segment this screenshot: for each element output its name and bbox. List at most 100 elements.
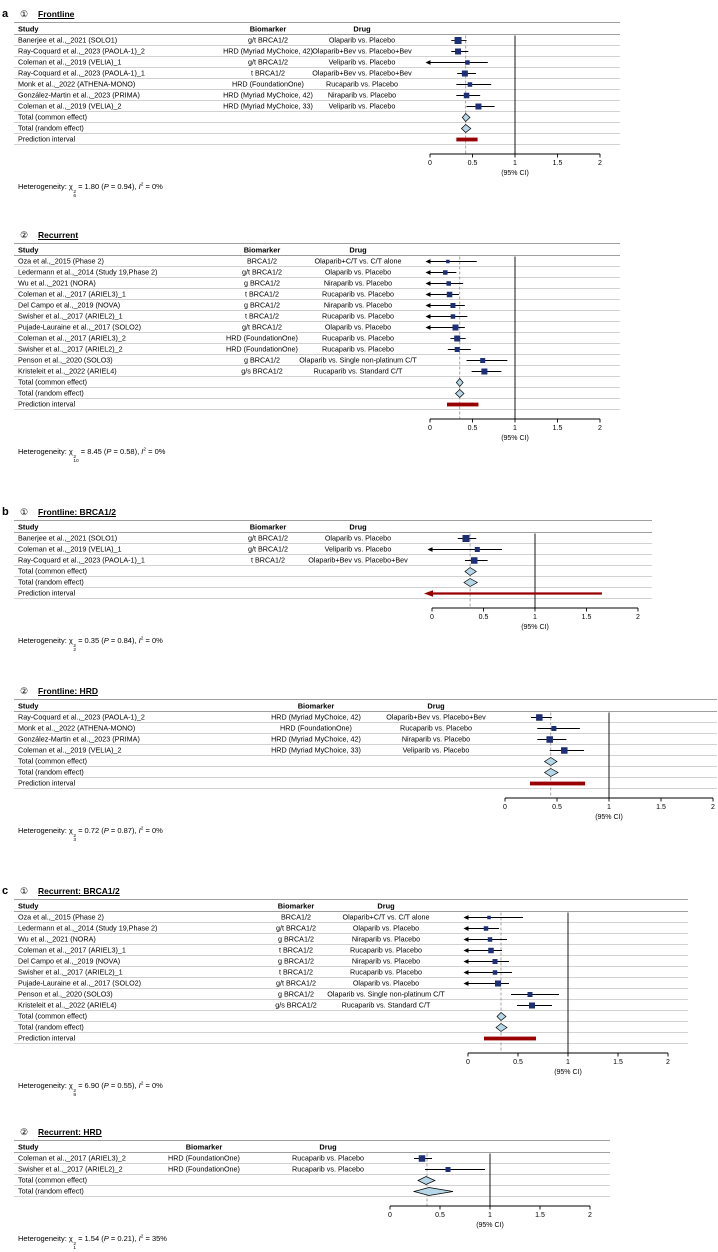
- p-value: 0.84: [117, 636, 132, 645]
- section-number-icon: ①: [20, 886, 38, 897]
- column-header-biomarker: Biomarker: [244, 245, 281, 254]
- study-row: Banerjee et al.,_2021 (SOLO1)g/t BRCA1/2…: [14, 35, 620, 46]
- drug-comparison: Olaparib+C/T vs. C/T alone: [342, 913, 429, 922]
- prediction-interval-row: Prediction interval: [14, 778, 717, 789]
- column-header-drug: Drug: [319, 1142, 336, 1151]
- panel-label: c: [2, 885, 20, 897]
- drug-comparison: Niraparib vs. Placebo: [324, 279, 392, 288]
- study-name: Ray-Coquard et al.,_2023 (PAOLA-1)_2: [18, 713, 145, 722]
- drug-comparison: Rucaparib vs. Placebo: [400, 724, 472, 733]
- biomarker-value: t BRCA1/2: [245, 290, 279, 299]
- chi-glyph: χ: [69, 826, 73, 835]
- eq-sign: =: [143, 826, 152, 835]
- prediction-interval-row: Prediction interval: [14, 588, 652, 599]
- paren-close: ),: [132, 182, 139, 191]
- biomarker-value: g BRCA1/2: [278, 957, 314, 966]
- study-name: Pujade-Lauraine et al.,_2017 (SOLO2): [18, 979, 141, 988]
- chi-value: 0.35: [85, 636, 100, 645]
- summary-label: Total (common effect): [18, 113, 87, 122]
- study-name: Swisher et al.,_2017 (ARIEL2)_2: [18, 345, 123, 354]
- biomarker-value: HRD (FoundationOne): [226, 334, 298, 343]
- summary-label: Total (common effect): [18, 757, 87, 766]
- prediction-interval-row: Prediction interval: [14, 134, 620, 145]
- section-title: Frontline: BRCA1/2: [38, 507, 116, 517]
- summary-label: Total (random effect): [18, 389, 84, 398]
- chi-df: 1: [73, 1247, 76, 1252]
- summary-label: Total (random effect): [18, 1187, 84, 1196]
- study-name: Ray-Coquard et al.,_2023 (PAOLA-1)_1: [18, 556, 145, 565]
- drug-comparison: Olaparib vs. Placebo: [325, 534, 391, 543]
- section-title: Recurrent: [38, 230, 78, 240]
- study-name: Banerjee et al.,_2021 (SOLO1): [18, 534, 117, 543]
- biomarker-value: HRD (Myriad MyChoice, 42): [271, 735, 361, 744]
- biomarker-value: HRD (FoundationOne): [232, 80, 304, 89]
- section-title: Frontline: HRD: [38, 686, 98, 696]
- column-header-study: Study: [18, 701, 39, 710]
- i2-value: 0%: [155, 447, 166, 456]
- paren-close: ),: [132, 826, 139, 835]
- summary-label: Total (random effect): [18, 768, 84, 777]
- column-header-study: Study: [18, 1142, 39, 1151]
- chi-df: 3: [73, 839, 76, 844]
- study-name: Kristeleit et al.,_2022 (ARIEL4): [18, 367, 117, 376]
- summary-label: Total (common effect): [18, 1176, 87, 1185]
- chi-value: 6.90: [85, 1081, 100, 1090]
- drug-comparison: Veliparib vs. Placebo: [325, 545, 392, 554]
- drug-comparison: Rucaparib vs. Standard C/T: [342, 1001, 431, 1010]
- study-name: Oza et al.,_2015 (Phase 2): [18, 257, 104, 266]
- summary-label: Total (common effect): [18, 378, 87, 387]
- drug-comparison: Olaparib vs. Placebo: [353, 979, 419, 988]
- summary-label: Total (random effect): [18, 578, 84, 587]
- column-header-biomarker: Biomarker: [250, 24, 287, 33]
- eq-sign: =: [143, 636, 152, 645]
- section-number-icon: ②: [20, 686, 38, 697]
- biomarker-value: g/s BRCA1/2: [275, 1001, 317, 1010]
- biomarker-value: BRCA1/2: [247, 257, 277, 266]
- chi-df: 2: [73, 649, 76, 654]
- drug-comparison: Veliparib vs. Placebo: [329, 102, 396, 111]
- drug-comparison: Olaparib vs. Placebo: [325, 268, 391, 277]
- biomarker-value: HRD (FoundationOne): [226, 345, 298, 354]
- biomarker-value: g/t BRCA1/2: [276, 979, 316, 988]
- study-name: Ledermann et al.,_2014 (Study 19,Phase 2…: [18, 924, 157, 933]
- biomarker-value: g/t BRCA1/2: [248, 534, 288, 543]
- drug-comparison: Rucaparib vs. Placebo: [322, 334, 394, 343]
- study-name: Coleman et al.,_2019 (VELIA)_1: [18, 58, 121, 67]
- biomarker-value: g/t BRCA1/2: [248, 545, 288, 554]
- study-name: Banerjee et al.,_2021 (SOLO1): [18, 36, 117, 45]
- het-prefix: Heterogeneity:: [18, 1081, 69, 1090]
- study-name: Coleman et al.,_2017 (ARIEL3)_2: [18, 334, 126, 343]
- study-name: Monk et al.,_2022 (ATHENA-MONO): [18, 80, 135, 89]
- summary-row: Total (random effect): [14, 767, 717, 778]
- summary-row: Total (common effect): [14, 1011, 688, 1022]
- i2-value: 0%: [152, 636, 163, 645]
- drug-comparison: Olaparib vs. Placebo: [325, 323, 391, 332]
- chi-glyph: χ: [69, 1081, 73, 1090]
- section-number-icon: ①: [20, 9, 38, 20]
- column-header-biomarker: Biomarker: [250, 522, 287, 531]
- prediction-interval-row: Prediction interval: [14, 1033, 688, 1044]
- prediction-label: Prediction interval: [18, 135, 75, 144]
- chi-glyph: χ: [69, 182, 73, 191]
- study-name: Swisher et al.,_2017 (ARIEL2)_1: [18, 312, 123, 321]
- biomarker-value: t BRCA1/2: [279, 946, 313, 955]
- column-header-study: Study: [18, 901, 39, 910]
